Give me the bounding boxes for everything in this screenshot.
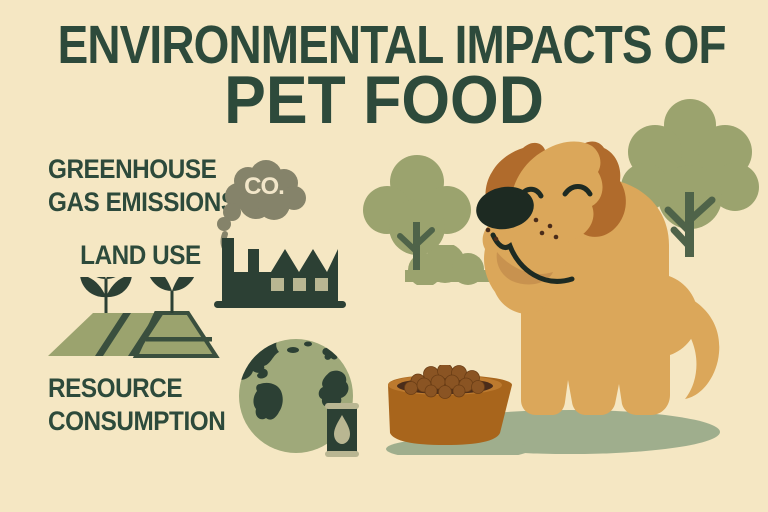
svg-text:CO.: CO. [244, 173, 284, 200]
